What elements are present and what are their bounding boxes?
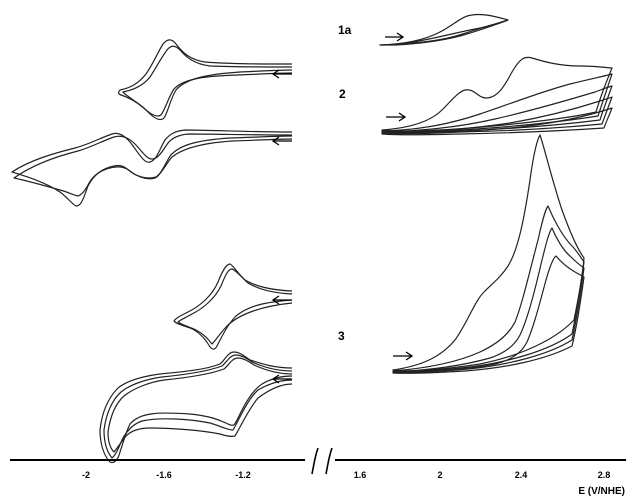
x-tick-label: 2.4 <box>515 470 528 480</box>
panel-1a-oxidation <box>379 13 509 46</box>
cv-curve-3-ox-scan4 <box>392 255 585 374</box>
scan-direction-arrow-2-ox <box>386 112 407 122</box>
cv-curve-3-red2-scan3 <box>107 357 293 453</box>
cv-curve-2-red1-scan1 <box>118 39 293 121</box>
cv-curve-2-ox-scan2 <box>381 73 613 133</box>
scan-direction-arrow-3-red2 <box>271 374 292 384</box>
panel-2-reduction-wave2 <box>11 129 293 207</box>
compound-label-1a: 1a <box>338 23 352 37</box>
panel-3-oxidation <box>392 134 585 374</box>
cv-curve-3-red1-scan1 <box>173 263 293 350</box>
x-tick-label: 2.8 <box>598 470 611 480</box>
axis-break-mark <box>311 447 333 475</box>
scan-direction-arrow-3-ox <box>393 351 414 361</box>
cv-curve-2-ox-scan5 <box>381 107 613 136</box>
scan-direction-arrow-2-red1 <box>271 69 292 79</box>
compound-label-3: 3 <box>338 329 345 343</box>
cv-curve-1a-ox-scan2 <box>379 19 509 46</box>
x-axis: -2 -1.6 -1.2 1.6 2 2.4 2.8 E (V/NHE) <box>10 447 626 497</box>
cv-curve-3-red1-scan2 <box>177 268 293 345</box>
x-axis-title: E (V/NHE) <box>578 486 625 497</box>
cv-curve-3-ox-scan1 <box>392 134 585 372</box>
panel-3-reduction-wave1 <box>173 263 293 350</box>
cv-curve-3-red2-scan2 <box>103 354 293 459</box>
cv-curve-3-ox-scan3 <box>392 227 585 373</box>
x-tick-label: -2 <box>82 470 90 480</box>
scan-direction-arrow-3-red1 <box>271 295 292 305</box>
panel-2-oxidation <box>381 56 613 136</box>
x-tick-label: -1.6 <box>156 470 172 480</box>
cv-curve-2-red2-scan2 <box>13 133 293 197</box>
panel-3-reduction-wave2 <box>99 351 293 464</box>
panel-2-reduction-wave1 <box>118 39 293 121</box>
scan-direction-arrow-2-red2 <box>271 136 292 146</box>
x-tick-label: -1.2 <box>235 470 251 480</box>
x-tick-label: 1.6 <box>354 470 367 480</box>
cv-curve-3-red2-scan1 <box>99 351 293 464</box>
cv-curve-2-ox-scan4 <box>381 96 613 135</box>
cv-curve-3-ox-scan2 <box>392 205 585 372</box>
scan-direction-arrow-1a <box>385 32 405 42</box>
cv-curve-2-red2-scan1 <box>11 129 293 207</box>
cv-curve-2-ox-scan1 <box>381 56 613 132</box>
compound-label-2: 2 <box>339 87 346 101</box>
cv-curve-1a-ox-scan1 <box>379 13 509 46</box>
x-tick-label: 2 <box>437 470 442 480</box>
cv-curve-2-red1-scan2 <box>122 45 293 117</box>
